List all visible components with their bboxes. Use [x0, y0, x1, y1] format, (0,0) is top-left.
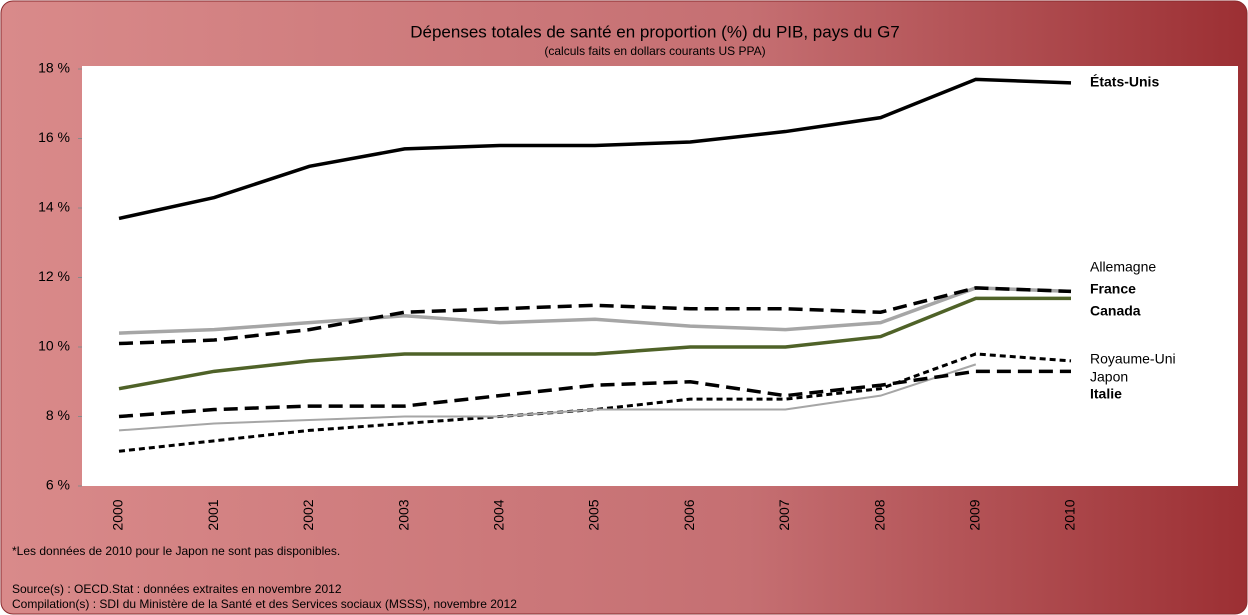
note: Source(s) : OECD.Stat : données extraite… [12, 582, 342, 596]
legend-label: France [1090, 281, 1136, 297]
x-tick-label: 2004 [491, 499, 507, 530]
x-tick-label: 2001 [205, 499, 221, 530]
series-line [118, 77, 1072, 221]
y-tick-label: 6 % [46, 477, 70, 493]
chart-subtitle: (calculs faits en dollars courants US PP… [544, 44, 765, 58]
series-line [118, 363, 977, 432]
x-tick-label: 2000 [110, 499, 126, 530]
x-tick-label: 2005 [586, 499, 602, 530]
series-line [118, 286, 1072, 335]
y-tick-label: 8 % [46, 407, 70, 423]
x-tick-label: 2003 [395, 499, 411, 530]
legend-label: États-Unis [1090, 74, 1159, 90]
legend-label: Japon [1090, 369, 1128, 385]
chart-title: Dépenses totales de santé en proportion … [410, 22, 900, 41]
series-line [118, 296, 1071, 391]
x-tick-label: 2010 [1062, 499, 1078, 530]
y-tick-label: 14 % [38, 199, 70, 215]
series-line [118, 369, 1071, 419]
legend-label: Royaume-Uni [1090, 351, 1176, 367]
y-tick-label: 12 % [38, 268, 70, 284]
x-tick-label: 2009 [967, 499, 983, 530]
x-tick-label: 2007 [776, 499, 792, 530]
legend-label: Italie [1090, 386, 1122, 402]
x-tick-label: 2006 [681, 499, 697, 530]
plot-area [82, 66, 1238, 486]
y-tick-label: 16 % [38, 129, 70, 145]
y-tick-label: 18 % [38, 60, 70, 76]
y-tick-label: 10 % [38, 338, 70, 354]
legend-label: Allemagne [1090, 259, 1156, 275]
legend-label: Canada [1090, 303, 1141, 319]
note: Compilation(s) : SDI du Ministère de la … [12, 597, 517, 611]
x-tick-label: 2008 [871, 499, 887, 530]
note: *Les données de 2010 pour le Japon ne so… [12, 544, 340, 558]
series-line [118, 286, 1072, 346]
x-tick-label: 2002 [300, 499, 316, 530]
